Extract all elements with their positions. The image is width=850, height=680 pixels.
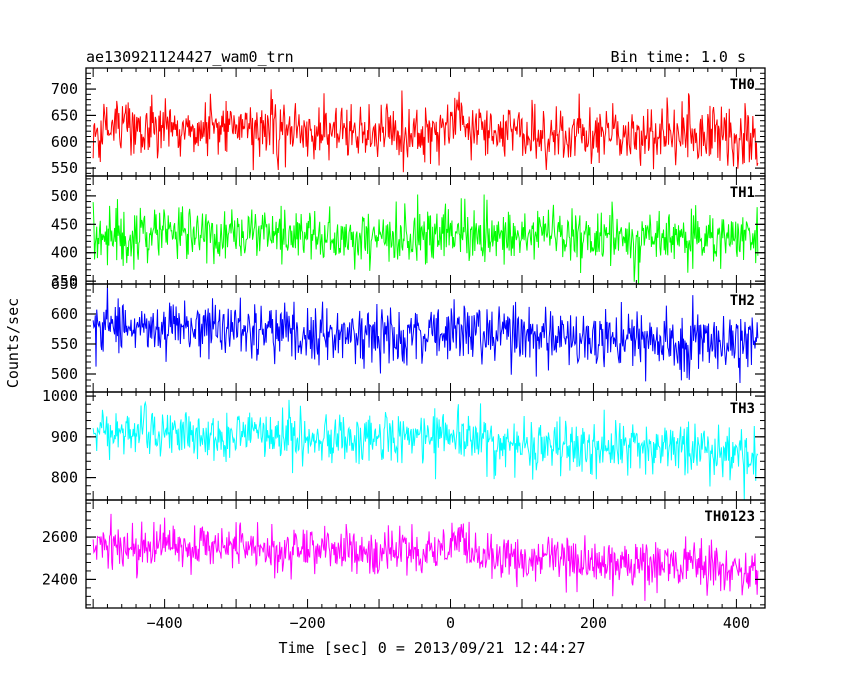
y-tick-label: 900	[51, 428, 78, 446]
panel-label-th3: TH3	[730, 401, 755, 417]
x-tick-label: 0	[446, 614, 455, 632]
x-axis: −400 −200 0 200 400	[147, 614, 750, 632]
y-tick-label: 500	[51, 187, 78, 205]
series-line-th3	[92, 399, 759, 500]
panel-th0123: 2400 2600 TH0123	[42, 499, 766, 609]
y-tick-label: 1000	[42, 387, 78, 405]
y-axis-label: Counts/sec	[4, 298, 22, 388]
y-tick-label: 350	[51, 272, 78, 290]
y-tick-label: 550	[51, 159, 78, 177]
series-line-th1	[92, 194, 759, 284]
x-tick-label: −200	[290, 614, 326, 632]
panel-th2: 500 550 600 650 TH2	[51, 275, 766, 393]
series-line-th0123	[92, 513, 759, 601]
panels-group: 550 600 650 700 TH0 350 400 450 500 TH1 500 550 600 6…	[42, 67, 766, 609]
panel-label-th0123: TH0123	[704, 509, 755, 525]
x-axis-label: Time [sec] 0 = 2013/09/21 12:44:27	[278, 639, 585, 657]
series-line-th2	[92, 285, 759, 384]
panel-frame	[85, 283, 766, 393]
x-tick-label: 200	[580, 614, 607, 632]
y-tick-label: 700	[51, 80, 78, 98]
panel-label-th1: TH1	[730, 185, 755, 201]
chart-title: ae130921124427_wam0_trn	[86, 48, 294, 66]
y-tick-label: 650	[51, 106, 78, 124]
y-tick-label: 550	[51, 335, 78, 353]
panel-th0: 550 600 650 700 TH0	[51, 67, 766, 177]
panel-th1: 350 400 450 500 TH1	[51, 175, 766, 290]
y-tick-label: 2400	[42, 570, 78, 588]
y-tick-label: 400	[51, 244, 78, 262]
y-tick-label: 800	[51, 469, 78, 487]
y-tick-label: 450	[51, 215, 78, 233]
y-tick-label: 600	[51, 133, 78, 151]
y-tick-label: 650	[51, 275, 78, 293]
series-line-th0	[92, 89, 759, 173]
y-tick-label: 500	[51, 365, 78, 383]
y-tick-label: 2600	[42, 528, 78, 546]
y-tick-label: 600	[51, 305, 78, 323]
x-tick-label: −400	[147, 614, 183, 632]
panel-th3: 800 900 1000 TH3	[42, 387, 766, 501]
chart-subtitle: Bin time: 1.0 s	[611, 48, 746, 66]
x-tick-label: 400	[723, 614, 750, 632]
panel-label-th2: TH2	[730, 293, 755, 309]
panel-label-th0: TH0	[730, 77, 755, 93]
